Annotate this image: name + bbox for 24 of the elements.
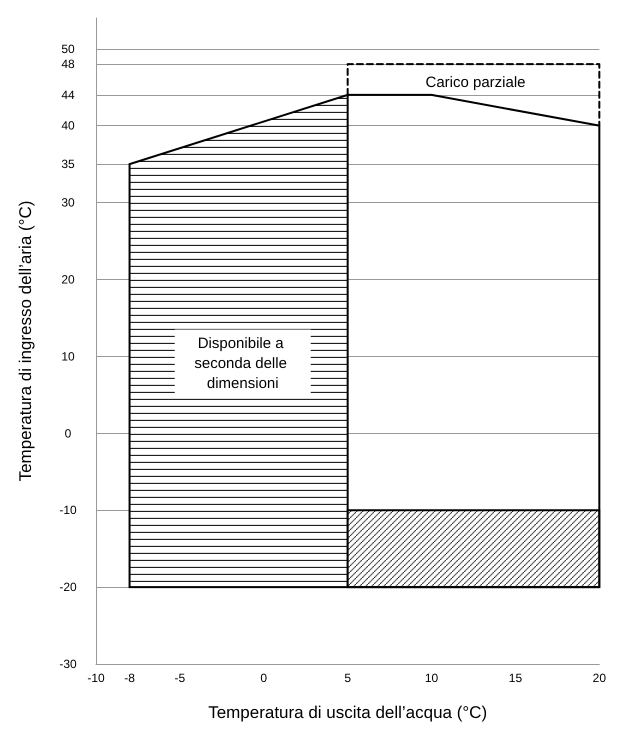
- y-tick-label: -20: [59, 580, 77, 594]
- y-tick-label: -30: [59, 657, 77, 671]
- x-tick-label: -8: [124, 671, 136, 685]
- y-tick-label: 35: [61, 157, 75, 172]
- x-tick-label: 0: [260, 671, 268, 685]
- x-tick-label: 10: [424, 671, 439, 685]
- x-tick-label: 20: [592, 671, 606, 685]
- x-tick-label: -5: [174, 671, 186, 685]
- x-axis-title: Temperatura di uscita dell’acqua (°C): [208, 703, 488, 722]
- x-tick-label: -10: [87, 671, 105, 685]
- y-tick-label: 20: [61, 272, 75, 286]
- y-axis-title: Temperatura di ingresso dell’aria (°C): [16, 200, 35, 482]
- y-tick-label: 30: [61, 196, 75, 210]
- y-tick-label: 44: [61, 88, 75, 102]
- y-tick-label: 48: [61, 57, 75, 72]
- y-tick-label: 10: [61, 349, 75, 364]
- x-tick-label: 5: [344, 671, 352, 685]
- x-tick-label: 15: [508, 671, 522, 685]
- y-tick-label: -10: [59, 503, 77, 518]
- annotation: Carico parziale: [425, 74, 526, 92]
- annotation: Disponibile a seconda delle dimensioni: [194, 335, 292, 392]
- y-tick-label: 40: [61, 118, 75, 133]
- y-tick-label: 0: [64, 426, 72, 440]
- y-tick-label: 50: [61, 42, 75, 56]
